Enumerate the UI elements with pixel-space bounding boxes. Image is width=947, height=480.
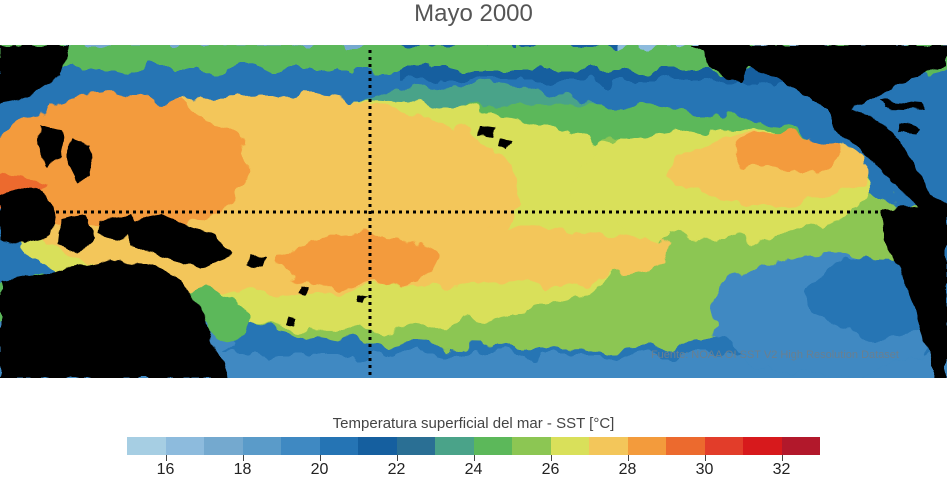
colorbar-tick-label: 30: [695, 461, 714, 478]
map-title: Mayo 2000: [414, 0, 533, 27]
colorbar-tick-label: 28: [618, 461, 637, 478]
colorbar-tick-mark: [319, 455, 321, 461]
colorbar-title: Temperatura superficial del mar - SST [°…: [332, 415, 615, 432]
colorbar-swatch: [319, 437, 358, 455]
colorbar-swatch: [435, 437, 474, 455]
colorbar-swatch: [127, 437, 166, 455]
colorbar-tick-mark: [396, 455, 398, 461]
colorbar-swatch: [704, 437, 743, 455]
colorbar-swatch: [165, 437, 204, 455]
colorbar-swatch: [666, 437, 705, 455]
colorbar-tick-mark: [242, 455, 244, 461]
colorbar-tick-mark: [704, 455, 706, 461]
colorbar: [127, 437, 820, 455]
colorbar-tick-label: 20: [310, 461, 329, 478]
sst-map: [0, 45, 947, 378]
colorbar-swatch: [512, 437, 551, 455]
colorbar-tick-mark: [473, 455, 475, 461]
colorbar-swatch: [550, 437, 589, 455]
colorbar-tick-mark: [165, 455, 167, 461]
colorbar-swatch: [204, 437, 243, 455]
colorbar-tick-mark: [781, 455, 783, 461]
colorbar-swatch: [358, 437, 397, 455]
colorbar-swatch: [589, 437, 628, 455]
colorbar-swatch: [743, 437, 782, 455]
colorbar-swatch: [281, 437, 320, 455]
colorbar-tick-label: 16: [156, 461, 175, 478]
colorbar-swatch: [396, 437, 435, 455]
colorbar-tick-label: 24: [464, 461, 483, 478]
colorbar-tick-label: 18: [233, 461, 252, 478]
colorbar-tick-label: 32: [772, 461, 791, 478]
colorbar-tick-mark: [550, 455, 552, 461]
land-masses: [0, 45, 947, 378]
colorbar-swatch: [473, 437, 512, 455]
colorbar-tick-label: 22: [387, 461, 406, 478]
colorbar-tick-label: 26: [541, 461, 560, 478]
colorbar-tick-mark: [627, 455, 629, 461]
colorbar-swatch: [781, 437, 820, 455]
colorbar-swatch: [242, 437, 281, 455]
colorbar-swatch: [627, 437, 666, 455]
colorbar-ticks: 16 18 20 22 24 26 28 30 32: [127, 455, 820, 480]
data-source-credit: Fuente: NOAA OI SST V2 High Resolution D…: [650, 349, 899, 361]
